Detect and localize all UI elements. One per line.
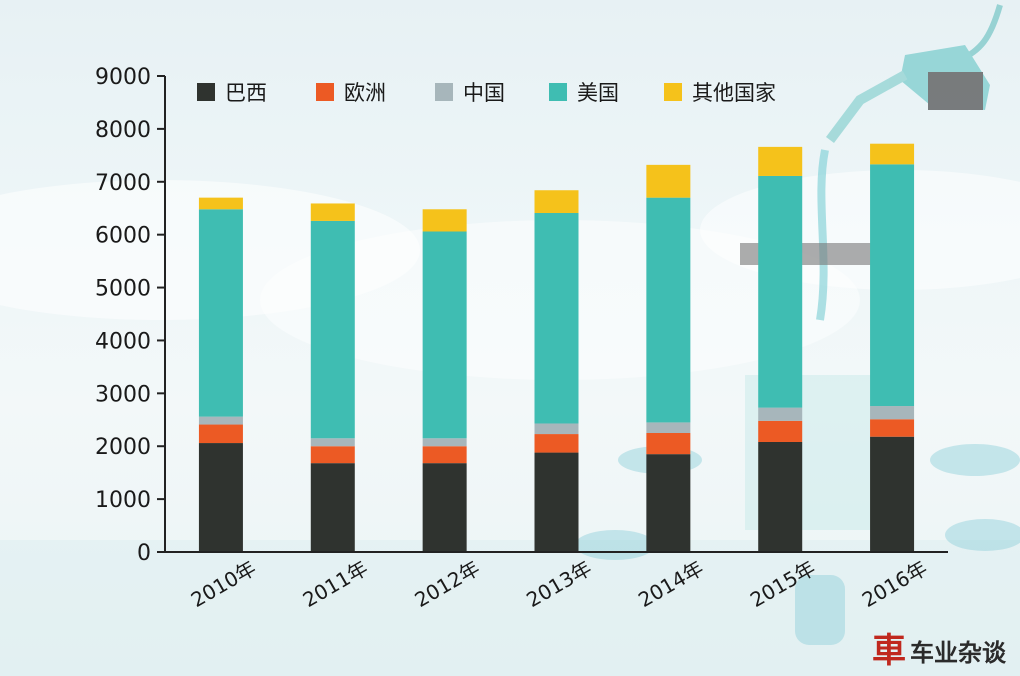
legend-swatch: [197, 83, 215, 101]
bar-stack: [198, 197, 243, 552]
y-tick-label: 3000: [95, 382, 151, 407]
bar-segment: [646, 454, 691, 552]
bar-segment: [646, 164, 691, 198]
x-tick-label: 2013年: [522, 556, 595, 612]
bar-segment: [646, 422, 691, 433]
legend-swatch: [316, 83, 334, 101]
legend-swatch: [435, 83, 453, 101]
y-tick-label: 5000: [95, 277, 151, 302]
bar-stack: [870, 143, 915, 552]
y-tick-label: 4000: [95, 329, 151, 354]
legend-label: 美国: [577, 81, 619, 105]
legend-label: 欧洲: [344, 81, 386, 105]
x-axis: 2010年 2011年 2012年 2013年 2014年 2015年 2016年: [165, 551, 948, 612]
y-tick-label: 9000: [95, 65, 151, 90]
legend-label: 巴西: [225, 81, 267, 105]
bar-segment: [198, 416, 243, 425]
bar-segment: [422, 463, 467, 552]
bar-segment: [534, 212, 579, 424]
watermark: 車 车业杂谈: [872, 633, 1006, 668]
x-tick-label: 2012年: [410, 556, 483, 612]
bar-stack: [310, 203, 355, 552]
bar-segment: [758, 175, 803, 408]
bar-stack: [646, 164, 691, 552]
bar-segment: [534, 434, 579, 453]
x-tick-label: 2015年: [746, 556, 819, 612]
bar-segment: [758, 420, 803, 442]
bar-segment: [422, 446, 467, 464]
bar-segment: [198, 197, 243, 210]
bar-segment: [422, 438, 467, 447]
bar-segment: [758, 441, 803, 552]
bar-segment: [870, 419, 915, 437]
y-tick-label: 2000: [95, 435, 151, 460]
bar-segment: [310, 446, 355, 464]
bar-segment: [870, 164, 915, 407]
x-tick-label: 2010年: [187, 556, 260, 612]
bar-stack: [758, 146, 803, 552]
y-tick-label: 8000: [95, 118, 151, 143]
bar-segment: [646, 197, 691, 423]
bar-segment: [198, 209, 243, 417]
bar-segment: [422, 231, 467, 439]
legend-label: 其他国家: [692, 81, 776, 105]
bar-segment: [646, 433, 691, 455]
y-tick-label: 7000: [95, 171, 151, 196]
watermark-text: 车业杂谈: [910, 638, 1006, 667]
bar-segment: [310, 438, 355, 447]
y-axis: 9000 8000 7000 6000 5000 4000 3000 2000 1000 0: [95, 65, 166, 566]
bar-segment: [870, 406, 915, 420]
bar-stack: [422, 209, 467, 552]
x-tick-label: 2011年: [299, 556, 372, 612]
bar-segment: [198, 424, 243, 444]
bar-segment: [534, 423, 579, 435]
bar-segment: [870, 436, 915, 552]
bar-segment: [758, 146, 803, 176]
legend-swatch: [549, 83, 567, 101]
bar-segment: [870, 143, 915, 165]
bar-stack: [534, 190, 579, 552]
x-tick-label: 2016年: [858, 556, 931, 612]
x-tick-label: 2014年: [634, 556, 707, 612]
bar-segment: [758, 407, 803, 421]
y-tick-label: 1000: [95, 488, 151, 513]
legend-label: 中国: [463, 81, 505, 105]
y-tick-label: 6000: [95, 224, 151, 249]
bar-segment: [422, 209, 467, 232]
bar-segment: [310, 220, 355, 439]
bar-segment: [534, 190, 579, 213]
bar-segment: [198, 443, 243, 552]
y-tick-label: 0: [137, 541, 151, 566]
bars: [198, 143, 915, 552]
legend-swatch: [664, 83, 682, 101]
bar-segment: [310, 463, 355, 552]
legend: 巴西 欧洲 中国 美国 其他国家: [197, 81, 776, 105]
watermark-logo: 車: [872, 630, 906, 671]
bar-segment: [534, 452, 579, 552]
bar-segment: [310, 203, 355, 221]
